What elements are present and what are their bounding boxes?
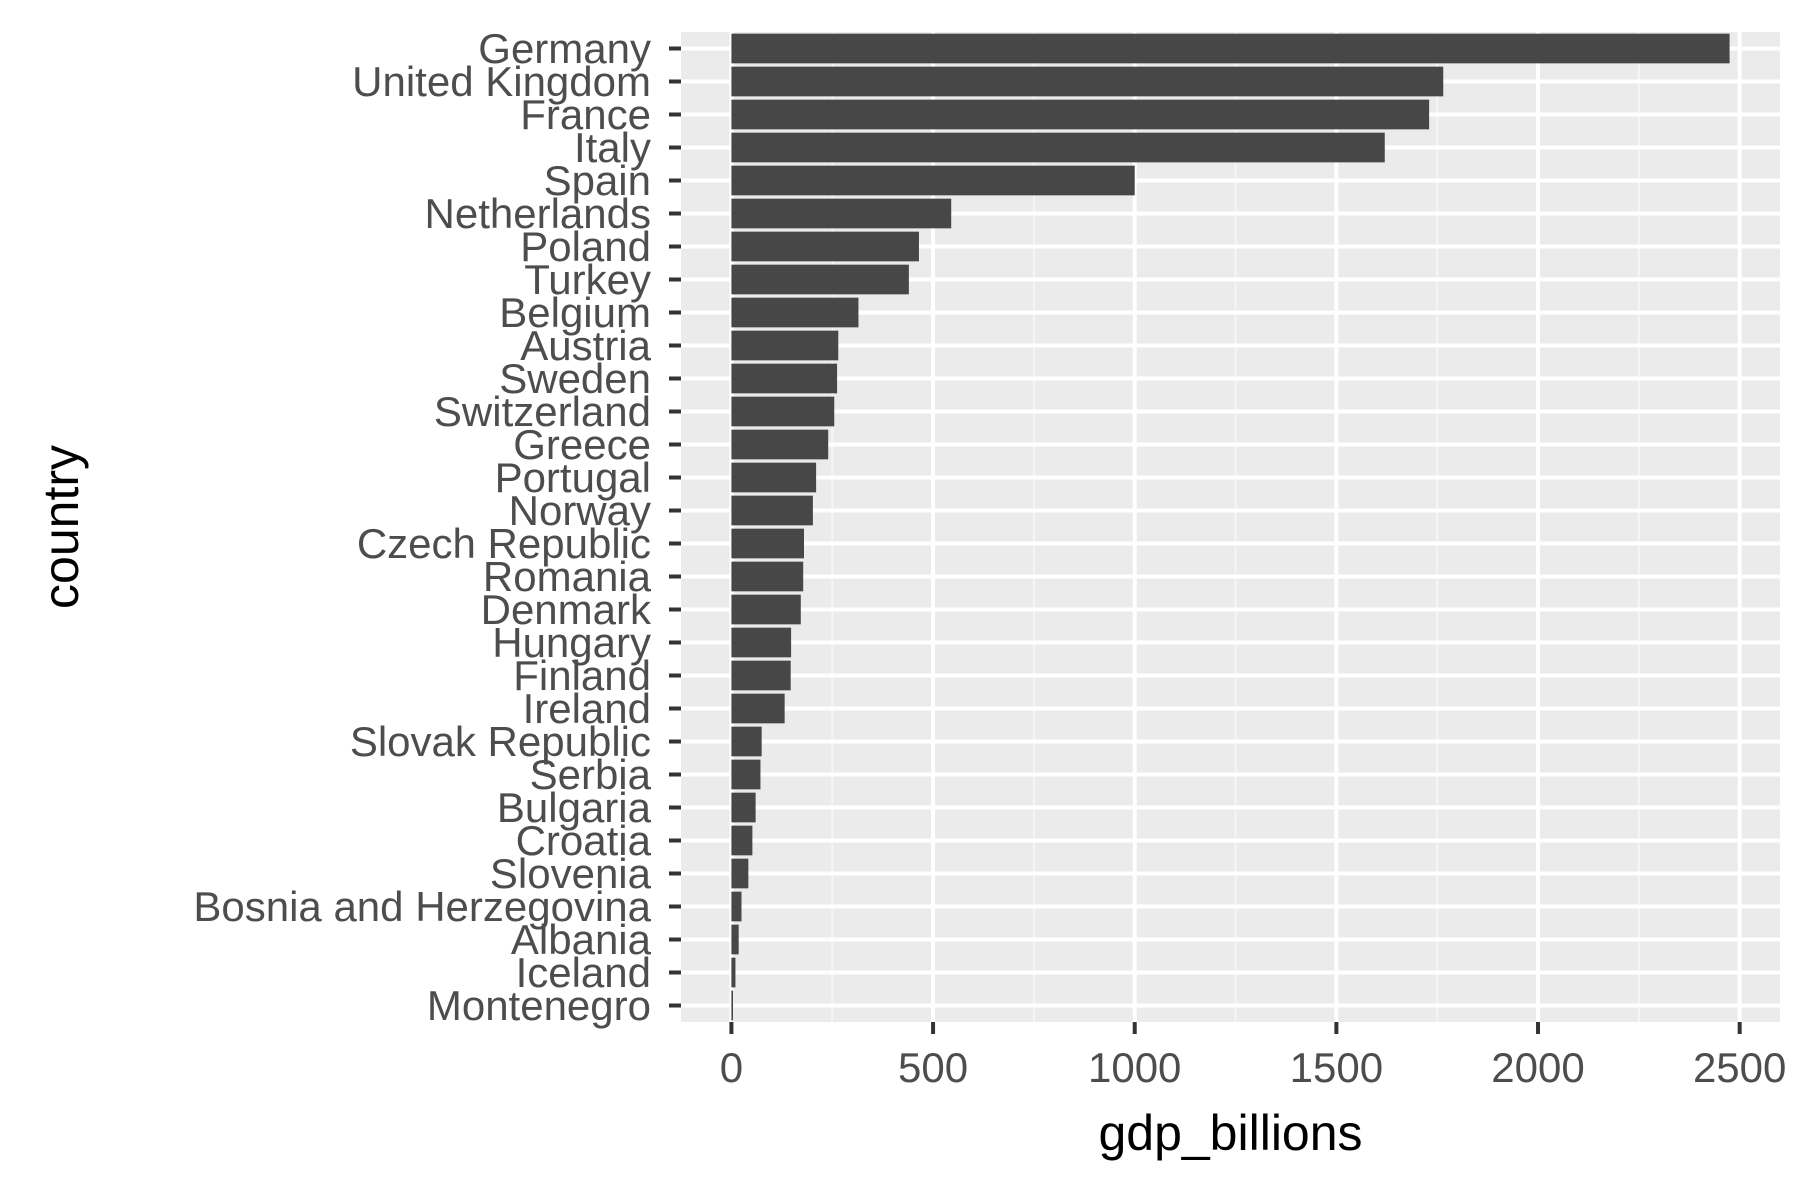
bars [731,33,1730,1021]
y-tick-label: Switzerland [434,388,651,435]
y-tick-label: Czech Republic [357,520,651,567]
bar [731,660,791,691]
bar [731,66,1444,97]
x-tick-label: 2500 [1693,1044,1786,1091]
y-tick-label: Romania [483,553,652,600]
y-axis-title: country [33,445,89,609]
y-tick-label: Bulgaria [497,784,652,831]
y-tick-label: Turkey [524,256,651,303]
y-tick-label: Denmark [481,586,652,633]
bar [731,264,909,295]
bar [731,924,739,955]
bar [731,495,813,526]
bar [731,99,1430,130]
y-tick-label: Spain [544,157,651,204]
x-tick-label: 1500 [1290,1044,1383,1091]
y-tick-label: Iceland [516,949,651,996]
x-tick-label: 2000 [1491,1044,1584,1091]
bar [731,693,785,724]
y-tick-label: Bosnia and Herzegovina [193,883,651,930]
y-tick-label: Hungary [492,619,651,666]
bar [731,429,829,460]
y-tick-label: Sweden [499,355,651,402]
bar [731,726,762,757]
y-tick-label: Greece [513,421,651,468]
y-tick-label: Slovenia [490,850,652,897]
y-tick-label: Austria [520,322,651,369]
bar [731,594,801,625]
y-tick-label: Portugal [495,454,651,501]
bar [731,363,838,394]
bar [731,990,734,1021]
plot-panel [681,32,1780,1022]
x-tick-label: 0 [720,1044,743,1091]
y-tick-label: Serbia [530,751,652,798]
bar [731,165,1135,196]
y-tick-label: Montenegro [427,982,651,1029]
x-tick-label: 500 [898,1044,968,1091]
bar [731,330,839,361]
bar [731,759,761,790]
bar [731,858,749,889]
bar [731,561,804,592]
y-tick-label: Belgium [499,289,651,336]
y-tick-label: Poland [520,223,651,270]
bar [731,198,952,229]
bar [731,891,742,922]
y-tick-label: Albania [511,916,652,963]
bar [731,33,1730,64]
bar [731,627,792,658]
x-tick-label: 1000 [1088,1044,1181,1091]
bar [731,396,835,427]
bar [731,462,817,493]
y-tick-label: Ireland [523,685,651,732]
bar [731,231,919,262]
bar [731,132,1385,163]
y-tick-label: Slovak Republic [350,718,651,765]
x-axis-title: gdp_billions [1098,1105,1362,1161]
x-axis: 0 500 1000 1500 2000 2500 [720,1022,1786,1091]
bar [731,297,859,328]
y-tick-label: Italy [574,124,651,171]
y-tick-label: Finland [513,652,651,699]
y-tick-label: United Kingdom [352,58,651,105]
y-tick-label: Germany [478,25,651,72]
y-tick-label: Netherlands [425,190,651,237]
y-tick-label: Norway [509,487,651,534]
y-tick-label: France [520,91,651,138]
y-tick-label: Croatia [516,817,652,864]
bar [731,825,753,856]
bar [731,957,736,988]
grid-lines [681,32,1780,1022]
bar [731,528,805,559]
bar [731,792,756,823]
